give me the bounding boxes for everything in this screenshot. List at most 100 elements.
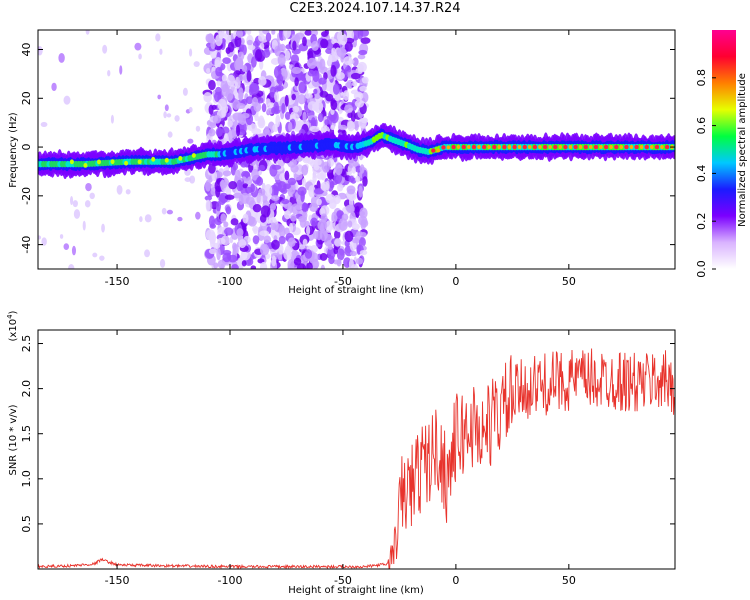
spectrogram-noise bbox=[346, 204, 355, 214]
spectrogram-speckle bbox=[155, 33, 161, 42]
spectrogram-noise bbox=[263, 235, 272, 244]
ridge-peak bbox=[639, 145, 644, 150]
spectrogram-noise bbox=[351, 223, 360, 231]
spectrogram-noise bbox=[309, 125, 320, 133]
spectrogram-panel: -150 -100 -50 0 50 -40 -20 0 20 40 Height of stra… bbox=[8, 29, 676, 296]
spectrogram-noise bbox=[336, 248, 345, 261]
spectrogram-speckle bbox=[161, 207, 167, 215]
ridge-peak bbox=[548, 145, 552, 150]
ridge-peak bbox=[568, 145, 573, 150]
spectrogram-noise bbox=[300, 190, 305, 203]
snr-plot-area bbox=[38, 348, 675, 569]
spectrogram-speckle bbox=[188, 48, 193, 57]
spectrogram-noise bbox=[262, 49, 271, 58]
spectrogram-noise bbox=[225, 206, 232, 215]
colorbar-label: Normalized spectral amplitude bbox=[737, 73, 748, 227]
spectrogram-noise bbox=[256, 176, 264, 186]
spectrogram-noise bbox=[222, 170, 232, 177]
spectrogram-noise bbox=[330, 124, 335, 131]
spectrogram-speckle bbox=[71, 245, 76, 256]
spectrogram-noise bbox=[226, 74, 236, 87]
ridge-peak bbox=[654, 144, 660, 150]
ridge-peak bbox=[634, 144, 639, 150]
spectrogram-speckle bbox=[69, 196, 74, 206]
spectrogram-noise bbox=[259, 261, 268, 269]
spectrogram-noise bbox=[216, 80, 222, 86]
spectrogram-noise bbox=[308, 185, 316, 198]
spectrogram-noise bbox=[324, 119, 330, 126]
spectrogram-x-tick-label: -50 bbox=[334, 275, 352, 288]
spectrogram-speckle bbox=[82, 220, 86, 231]
spectrogram-speckle bbox=[134, 42, 142, 51]
snr-x-tick-label: -100 bbox=[218, 574, 243, 587]
spectrogram-noise bbox=[360, 37, 371, 44]
ridge-peak bbox=[492, 144, 497, 150]
spectrogram-x-tick-label: 50 bbox=[562, 275, 576, 288]
spectrogram-noise bbox=[281, 198, 290, 205]
spectrogram-noise bbox=[358, 67, 363, 74]
spectrogram-noise bbox=[362, 176, 368, 187]
ridge-peak bbox=[522, 144, 527, 150]
spectrogram-speckle bbox=[184, 177, 192, 182]
spectrogram-noise bbox=[271, 107, 276, 115]
ridge-peak bbox=[83, 162, 88, 168]
spectrogram-noise bbox=[287, 177, 297, 186]
spectrogram-noise bbox=[328, 255, 335, 265]
spectrogram-noise bbox=[304, 249, 313, 259]
spectrogram-noise bbox=[271, 30, 276, 35]
snr-x-tick-label: -50 bbox=[334, 574, 352, 587]
spectrogram-noise bbox=[355, 205, 360, 219]
spectrogram-noise bbox=[284, 245, 291, 256]
spectrogram-noise bbox=[234, 169, 241, 182]
ridge-peak bbox=[497, 145, 502, 150]
spectrogram-noise bbox=[231, 264, 239, 269]
spectrogram-noise bbox=[224, 194, 235, 200]
colorbar-ticks: 0.0 0.2 0.4 0.6 0.8 bbox=[695, 69, 716, 278]
spectrogram-noise bbox=[258, 33, 265, 42]
spectrogram-noise bbox=[320, 181, 330, 192]
spectrogram-noise bbox=[312, 174, 317, 184]
snr-series-line bbox=[38, 348, 675, 569]
spectrogram-noise bbox=[247, 216, 257, 227]
spectrogram-noise bbox=[205, 199, 211, 212]
spectrogram-noise bbox=[358, 117, 367, 129]
spectrogram-noise bbox=[330, 99, 338, 111]
spectrogram-speckle bbox=[119, 65, 123, 75]
spectrogram-noise bbox=[302, 36, 307, 47]
spectrogram-noise bbox=[353, 91, 364, 101]
spectrogram-noise bbox=[208, 231, 217, 245]
ridge-peak bbox=[507, 145, 512, 150]
spectrogram-noise bbox=[257, 117, 266, 129]
spectrogram-noise bbox=[274, 91, 279, 102]
spectrogram-noise bbox=[350, 72, 361, 80]
snr-y-label: SNR (10 * v/v) bbox=[8, 404, 19, 475]
spectrogram-noise bbox=[348, 175, 355, 183]
spectrogram-noise bbox=[238, 44, 245, 52]
spectrogram-noise bbox=[271, 255, 277, 267]
spectrogram-noise bbox=[293, 257, 302, 266]
spectrogram-noise bbox=[325, 193, 336, 204]
spectrogram-noise bbox=[274, 223, 285, 233]
spectrogram-noise bbox=[221, 126, 230, 134]
spectrogram-noise bbox=[357, 30, 364, 40]
spectrogram-noise bbox=[216, 247, 221, 261]
spectrogram-noise bbox=[259, 214, 267, 223]
spectrogram-speckle bbox=[195, 211, 201, 220]
spectrogram-speckle bbox=[177, 216, 183, 222]
spectrogram-speckle bbox=[116, 184, 123, 195]
spectrogram-speckle bbox=[164, 104, 169, 112]
spectrogram-speckle bbox=[159, 48, 163, 55]
spectrogram-noise bbox=[259, 42, 265, 50]
spectrogram-noise bbox=[321, 161, 331, 173]
snr-y-tick-label: 0.5 bbox=[20, 515, 33, 533]
spectrogram-noise bbox=[228, 180, 238, 190]
spectrogram-noise bbox=[247, 44, 256, 51]
spectrogram-noise bbox=[244, 186, 253, 194]
spectrogram-noise bbox=[350, 250, 357, 257]
spectrogram-frame bbox=[37, 29, 676, 270]
spectrogram-noise bbox=[259, 230, 270, 237]
spectrogram-noise bbox=[215, 201, 222, 212]
spectrogram-noise bbox=[336, 258, 342, 267]
spectrogram-speckle bbox=[195, 125, 201, 132]
spectrogram-noise bbox=[212, 242, 221, 250]
